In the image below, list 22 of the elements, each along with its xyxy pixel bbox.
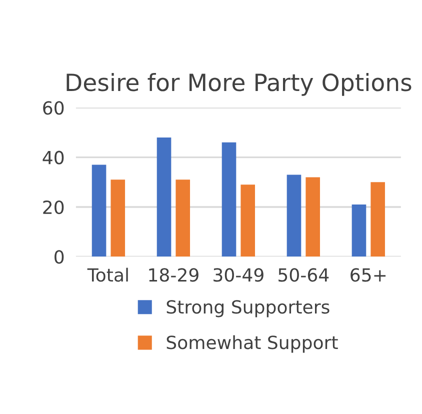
bar bbox=[222, 142, 236, 257]
bar bbox=[352, 204, 366, 257]
bar bbox=[110, 180, 126, 257]
x-tick-label: 50-64 bbox=[278, 268, 329, 282]
x-tick-label: 65+ bbox=[350, 268, 386, 282]
bar bbox=[156, 137, 172, 257]
bar bbox=[240, 184, 255, 257]
y-tick-label: 0 bbox=[54, 250, 64, 264]
bar bbox=[286, 174, 302, 257]
x-tick-label: 18-29 bbox=[149, 268, 198, 282]
bar bbox=[92, 164, 106, 257]
y-tick-label: 60 bbox=[43, 101, 64, 115]
legend-label: Strong Supporters bbox=[166, 300, 330, 318]
legend-label: Somewhat Support bbox=[166, 335, 338, 353]
bar bbox=[176, 180, 190, 257]
x-tick-label: 30-49 bbox=[214, 268, 264, 282]
x-tick-label: Total bbox=[87, 268, 128, 282]
chart-title: Desire for More Party Options bbox=[66, 73, 412, 96]
y-tick-label: 40 bbox=[42, 150, 64, 164]
y-tick-label: 20 bbox=[43, 200, 64, 214]
bar bbox=[370, 182, 385, 257]
bar bbox=[306, 177, 320, 257]
